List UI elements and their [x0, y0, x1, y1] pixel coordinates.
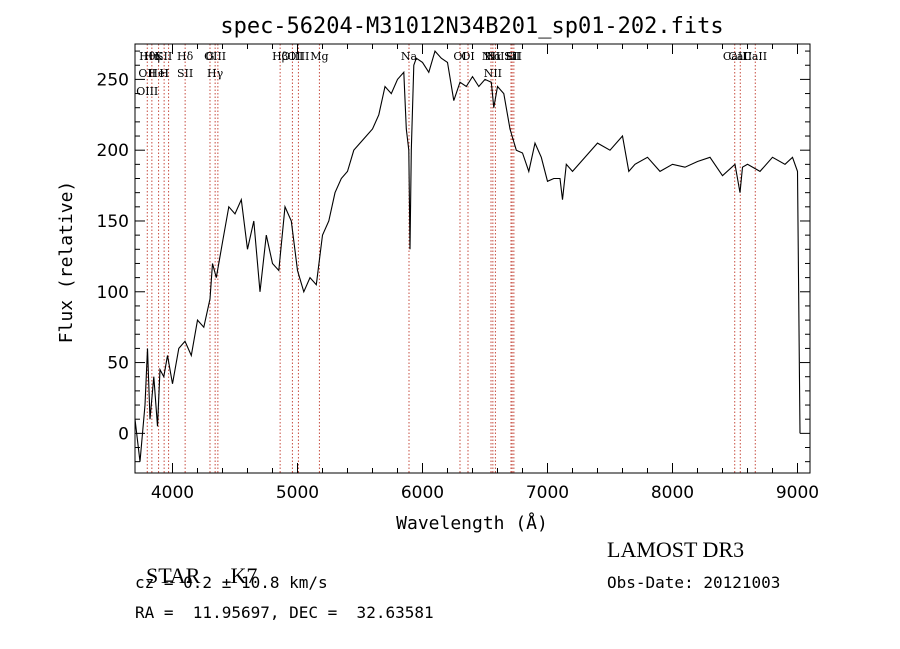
- y-tick-label: 0: [118, 424, 129, 444]
- line-label: Hδ: [177, 50, 194, 63]
- line-label: Mg: [310, 50, 328, 63]
- class-label: STAR: [146, 563, 201, 588]
- x-tick-label: 5000: [276, 483, 319, 503]
- subclass-label: K7: [230, 563, 258, 588]
- line-label: Na: [401, 50, 418, 63]
- line-label: OI: [461, 50, 474, 63]
- line-label: SII: [506, 50, 522, 63]
- spectral-line-labels: HθOIIOIIIHηKHeISIIHHδSIIGOIIIHγHβOIIIOII…: [136, 50, 767, 98]
- spectrum-line: [134, 49, 801, 462]
- line-label: SII: [156, 50, 172, 63]
- x-axis-ticks: 4000 5000 6000 7000 8000 9000: [151, 44, 819, 503]
- line-label: Hη: [144, 50, 160, 63]
- x-tick-label: 9000: [776, 483, 819, 503]
- line-label: NII: [486, 50, 504, 63]
- line-label: H: [159, 67, 169, 80]
- line-label: Hγ: [207, 67, 224, 80]
- x-axis-label: Wavelength (Å): [396, 512, 548, 534]
- line-label: G: [206, 50, 215, 63]
- line-label: OIII: [136, 85, 158, 98]
- survey-label: LAMOST DR3: [607, 537, 745, 562]
- line-label: CaII: [723, 50, 747, 63]
- x-tick-label: 6000: [401, 483, 444, 503]
- y-axis-label: Flux (relative): [56, 181, 77, 344]
- line-label: OIII: [204, 50, 226, 63]
- line-label: Li: [506, 50, 517, 63]
- y-axis-ticks: 0 50 100 150 200 250: [97, 50, 810, 463]
- y-tick-label: 150: [97, 212, 129, 232]
- plot-frame: [134, 43, 811, 474]
- coordinates-text: RA = 11.95697, DEC = 32.63581: [135, 603, 434, 622]
- line-label: SII: [177, 67, 193, 80]
- line-label: OI: [453, 50, 466, 63]
- object-class: STAR K7: [135, 537, 257, 589]
- x-tick-label: 4000: [151, 483, 194, 503]
- y-tick-label: 200: [97, 141, 129, 161]
- x-tick-label: 8000: [651, 483, 694, 503]
- y-tick-label: 100: [97, 283, 129, 303]
- line-label: HeI: [148, 67, 168, 80]
- line-label: NII: [484, 67, 502, 80]
- y-tick-label: 250: [97, 70, 129, 90]
- line-label: Hα: [484, 50, 502, 63]
- x-tick-label: 7000: [526, 483, 569, 503]
- line-label: OII: [138, 67, 156, 80]
- line-label: CaII: [743, 50, 767, 63]
- line-label: OIII: [287, 50, 309, 63]
- line-label: CaII: [728, 50, 752, 63]
- obs-date-text: Obs-Date: 20121003: [607, 573, 781, 592]
- chart-title: spec-56204-M31012N34B201_sp01-202.fits: [220, 14, 723, 39]
- line-label: K: [155, 50, 164, 63]
- spectral-line-markers: [146, 44, 756, 473]
- y-tick-label: 50: [107, 354, 129, 374]
- line-label: Hβ: [272, 50, 288, 63]
- line-label: NII: [482, 50, 500, 63]
- redshift-text: cz = 0.2 ± 10.8 km/s: [135, 573, 328, 592]
- line-label: SII: [504, 50, 520, 63]
- line-label: Hθ: [139, 50, 156, 63]
